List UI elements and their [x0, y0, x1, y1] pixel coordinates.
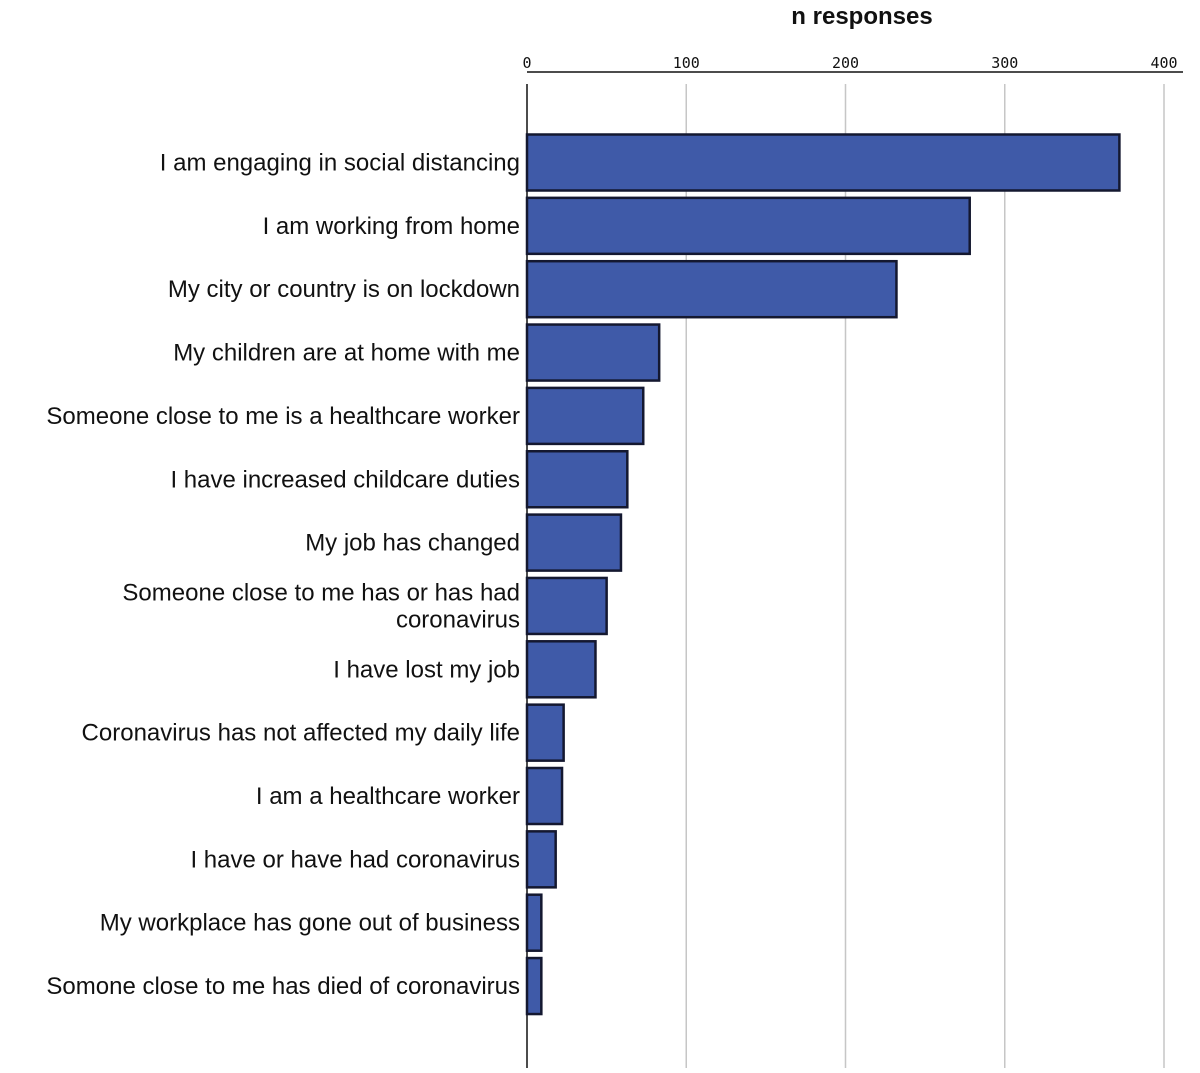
category-label: I am working from home — [263, 213, 520, 240]
category-label: I have lost my job — [333, 656, 520, 683]
bar — [525, 956, 543, 1016]
bar — [525, 513, 623, 572]
bar — [525, 830, 557, 889]
bar — [525, 893, 543, 952]
x-tick-label: 200 — [832, 54, 859, 72]
category-label: I have increased childcare duties — [170, 466, 520, 493]
bar — [525, 576, 608, 636]
category-label: My city or country is on lockdown — [168, 276, 520, 303]
bars — [525, 133, 1121, 1016]
bar — [525, 450, 629, 509]
bar — [525, 640, 597, 699]
category-label: I have or have had coronavirus — [190, 846, 520, 873]
x-tick-label: 400 — [1150, 54, 1177, 72]
bar — [525, 703, 565, 762]
category-label: Somone close to me has died of coronavir… — [46, 973, 520, 1000]
x-tick-label: 0 — [522, 54, 531, 72]
category-label: Someone close to me has or has had — [122, 579, 520, 606]
x-tick-label: 100 — [673, 54, 700, 72]
bar — [525, 323, 661, 382]
category-label: Coronavirus has not affected my daily li… — [82, 720, 520, 747]
category-label: Someone close to me is a healthcare work… — [46, 403, 520, 430]
category-label: I am a healthcare worker — [256, 783, 520, 810]
category-label: My children are at home with me — [173, 340, 520, 367]
category-label: I am engaging in social distancing — [160, 150, 520, 177]
x-axis-ticks: 0 100 200 300 400 — [522, 54, 1177, 72]
category-label: coronavirus — [396, 606, 520, 633]
x-tick-label: 300 — [991, 54, 1018, 72]
bar — [525, 386, 645, 446]
bar — [525, 766, 564, 826]
category-label: My workplace has gone out of business — [100, 910, 520, 937]
bar — [525, 259, 898, 319]
x-axis-title: n responses — [791, 3, 932, 30]
bar — [525, 133, 1121, 192]
category-labels: I am engaging in social distancing I am w… — [46, 150, 520, 1001]
category-label: My job has changed — [305, 530, 520, 557]
bar — [525, 196, 971, 256]
